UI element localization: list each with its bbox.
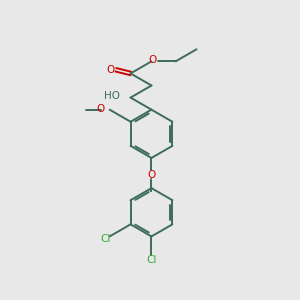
Text: O: O [147,170,156,180]
Text: O: O [96,104,105,114]
Text: HO: HO [104,91,120,101]
Text: O: O [149,55,157,65]
Text: O: O [107,65,115,75]
Text: Cl: Cl [100,234,110,244]
Text: Cl: Cl [146,255,157,265]
